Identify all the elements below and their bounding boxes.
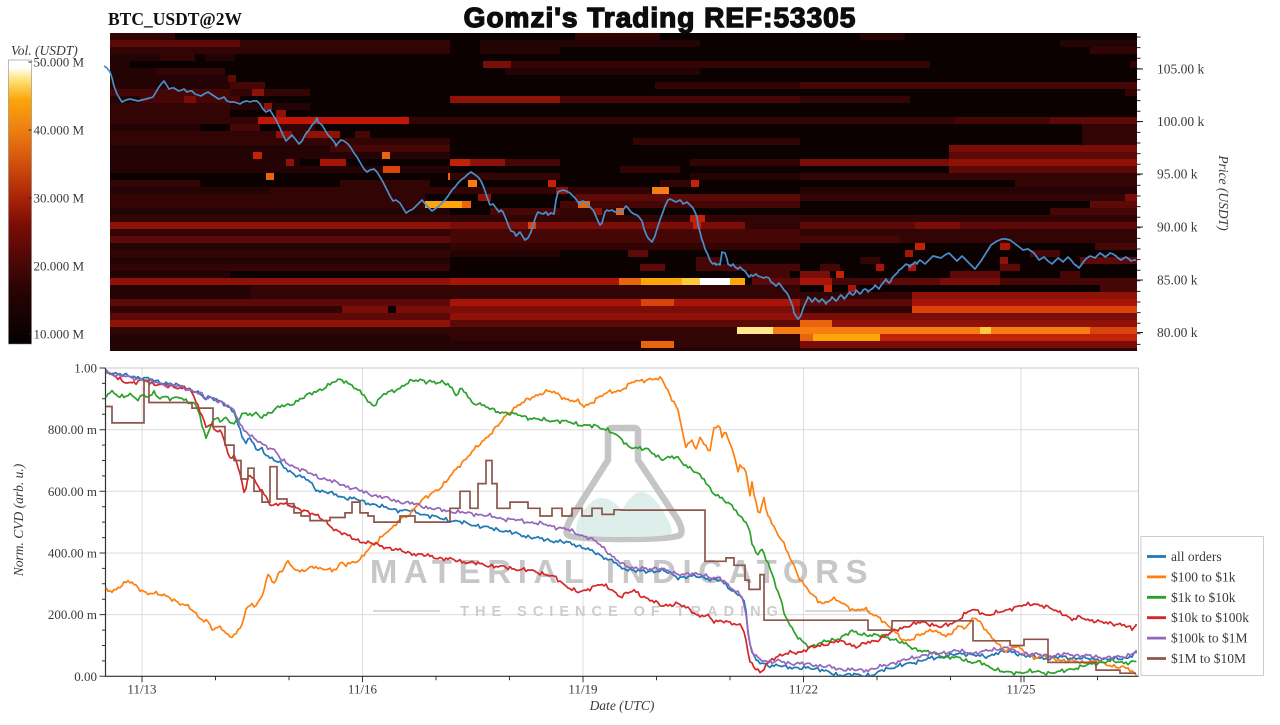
svg-text:Vol. (USDT): Vol. (USDT) (11, 43, 78, 58)
svg-text:95.00 k: 95.00 k (1157, 167, 1198, 182)
svg-text:11/13: 11/13 (127, 681, 156, 696)
svg-text:400.00 m: 400.00 m (48, 545, 97, 560)
svg-text:Norm. CVD (arb. u.): Norm. CVD (arb. u.) (11, 463, 26, 577)
svg-text:11/16: 11/16 (348, 681, 378, 696)
svg-text:40.000 M: 40.000 M (34, 123, 85, 138)
svg-text:90.00 k: 90.00 k (1157, 220, 1198, 235)
svg-text:BTC_USDT@2W: BTC_USDT@2W (108, 9, 242, 29)
svg-text:Price (USDT): Price (USDT) (1216, 154, 1231, 231)
svg-text:Date (UTC): Date (UTC) (589, 698, 655, 713)
svg-text:85.00 k: 85.00 k (1157, 273, 1198, 288)
svg-text:10.000 M: 10.000 M (34, 327, 85, 342)
svg-text:200.00 m: 200.00 m (48, 607, 97, 622)
svg-text:0.00: 0.00 (74, 669, 97, 684)
svg-text:100.00 k: 100.00 k (1157, 114, 1205, 129)
svg-text:all orders: all orders (1171, 549, 1222, 564)
svg-text:20.000 M: 20.000 M (34, 259, 85, 274)
svg-text:Gomzi's Trading REF:53305: Gomzi's Trading REF:53305 (464, 2, 857, 33)
svg-text:$100k to $1M: $100k to $1M (1171, 631, 1248, 646)
svg-text:50.000 M: 50.000 M (34, 55, 85, 70)
svg-text:11/22: 11/22 (789, 681, 818, 696)
svg-text:$100 to $1k: $100 to $1k (1171, 569, 1236, 584)
svg-text:30.000 M: 30.000 M (34, 191, 85, 206)
svg-text:11/25: 11/25 (1006, 681, 1035, 696)
svg-text:$1k to $10k: $1k to $10k (1171, 590, 1236, 605)
svg-text:11/19: 11/19 (568, 681, 597, 696)
svg-text:80.00 k: 80.00 k (1157, 325, 1198, 340)
svg-text:800.00 m: 800.00 m (48, 422, 97, 437)
svg-text:105.00 k: 105.00 k (1157, 62, 1205, 77)
svg-text:1.00: 1.00 (74, 361, 97, 376)
svg-text:$10k to $100k: $10k to $100k (1171, 610, 1249, 625)
svg-text:$1M to $10M: $1M to $10M (1171, 651, 1246, 666)
svg-text:600.00 m: 600.00 m (48, 484, 97, 499)
svg-text:THE SCIENCE OF TRADING: THE SCIENCE OF TRADING (460, 604, 784, 620)
